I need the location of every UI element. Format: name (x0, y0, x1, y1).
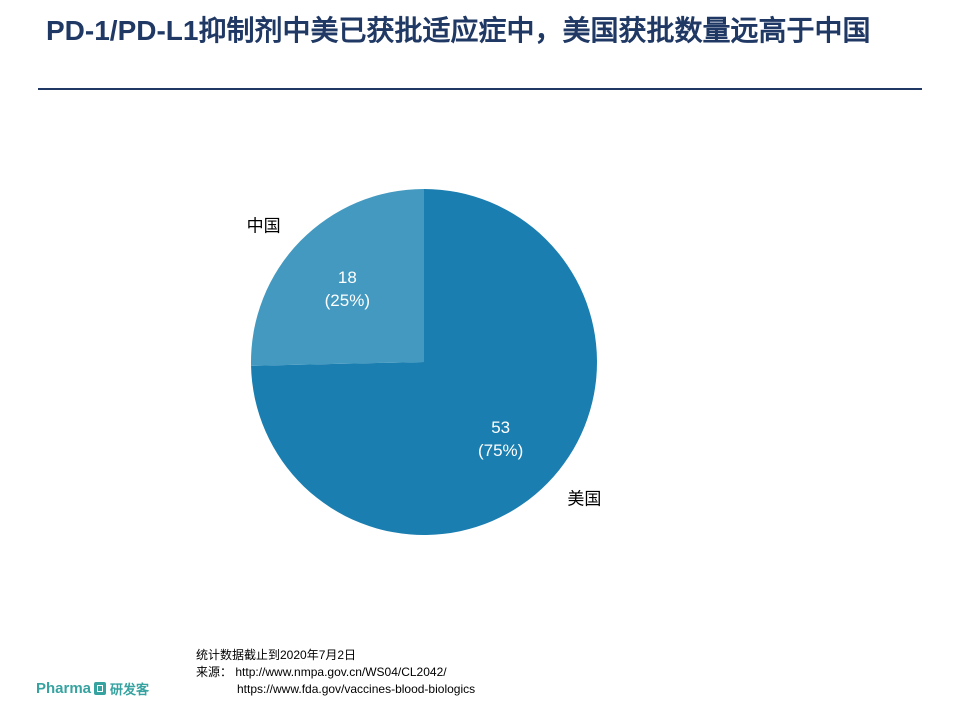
source-link-nmpa[interactable]: http://www.nmpa.gov.cn/WS04/CL2042/ (235, 665, 447, 679)
logo-text-en: Pharma (36, 679, 92, 697)
date-note: 统计数据截止到2020年7月2日 (196, 648, 357, 662)
pie-slice-0 (251, 189, 597, 535)
slice-category-label-0: 美国 (567, 489, 601, 508)
pharma-logo-icon (94, 681, 107, 695)
logo-text-cn: 研发客 (110, 681, 150, 697)
slice-value-label-1: 18 (25%) (325, 268, 370, 310)
pharma-logo: Pharma 研发客 (36, 679, 149, 697)
pie-slice-1 (251, 189, 424, 366)
source-label: 来源： (196, 665, 233, 679)
slice-value-label-0: 53 (75%) (478, 418, 523, 460)
title-divider (38, 88, 922, 90)
footnote: 统计数据截止到2020年7月2日 来源： http://www.nmpa.gov… (196, 647, 475, 698)
source-line: 来源： http://www.nmpa.gov.cn/WS04/CL2042/ (196, 664, 475, 681)
page-title: PD-1/PD-L1抑制剂中美已获批适应症中，美国获批数量远高于中国 (46, 15, 871, 46)
source-link-fda[interactable]: https://www.fda.gov/vaccines-blood-biolo… (237, 682, 476, 696)
slice-category-label-1: 中国 (247, 217, 281, 236)
